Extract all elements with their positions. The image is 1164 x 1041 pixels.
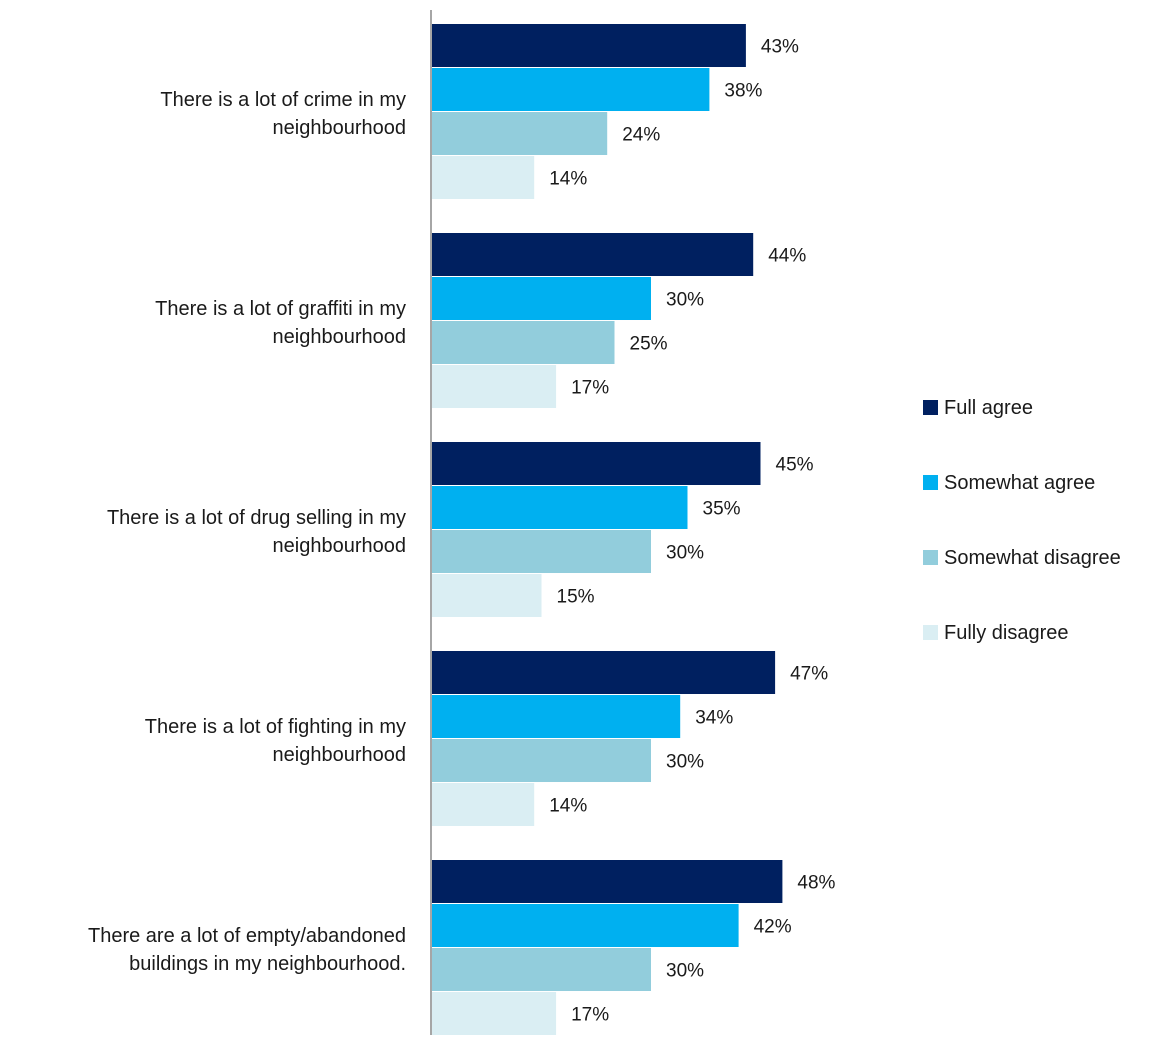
data-label: 44%: [768, 246, 806, 267]
bar-somewhat-disagree: [432, 112, 608, 155]
bar-fully-disagree: [432, 156, 535, 199]
category-label: There are a lot of empty/abandoned buildi…: [88, 925, 406, 975]
data-label: 30%: [666, 543, 704, 564]
data-label: 48%: [797, 873, 835, 894]
data-label: 17%: [571, 378, 609, 399]
bar-somewhat-agree: [432, 486, 688, 529]
legend-swatch: [923, 475, 938, 490]
bar-full-agree: [432, 442, 761, 485]
legend-item: Somewhat agree: [923, 472, 1095, 494]
data-label: 47%: [790, 664, 828, 685]
bar-somewhat-agree: [432, 277, 651, 320]
data-label: 42%: [754, 917, 792, 938]
data-label: 35%: [703, 499, 741, 520]
legend-label: Fully disagree: [944, 622, 1069, 644]
data-label: 15%: [557, 587, 595, 608]
legend-swatch: [923, 400, 938, 415]
data-label: 17%: [571, 1005, 609, 1026]
legend-item: Fully disagree: [923, 622, 1069, 644]
legend-label: Full agree: [944, 397, 1033, 419]
category-label: There is a lot of crime in my neighbourho…: [160, 89, 406, 139]
category-label: There is a lot of drug selling in my neig…: [107, 507, 406, 557]
legend-swatch: [923, 625, 938, 640]
legend-swatch: [923, 550, 938, 565]
category-label: There is a lot of fighting in my neighbou…: [145, 716, 406, 766]
legend-item: Somewhat disagree: [923, 547, 1121, 569]
category-labels-layer: There is a lot of crime in my neighbourho…: [88, 89, 406, 975]
data-label: 34%: [695, 708, 733, 729]
value-labels-layer: 43% 38% 24% 14% 44% 30% 25% 17% 45% 35% 30% 15% 47% 3…: [549, 37, 835, 1026]
bars-layer: [432, 24, 783, 1035]
bar-somewhat-disagree: [432, 530, 651, 573]
bar-somewhat-disagree: [432, 321, 615, 364]
bar-somewhat-agree: [432, 68, 710, 111]
data-label: 38%: [724, 81, 762, 102]
bar-fully-disagree: [432, 992, 557, 1035]
data-label: 30%: [666, 290, 704, 311]
legend-item: Full agree: [923, 397, 1033, 419]
data-label: 24%: [622, 125, 660, 146]
bar-fully-disagree: [432, 574, 542, 617]
bar-full-agree: [432, 860, 783, 903]
data-label: 30%: [666, 961, 704, 982]
bar-full-agree: [432, 24, 746, 67]
bar-somewhat-agree: [432, 695, 681, 738]
legend-label: Somewhat agree: [944, 472, 1095, 494]
data-label: 30%: [666, 752, 704, 773]
data-label: 45%: [776, 455, 814, 476]
data-label: 14%: [549, 796, 587, 817]
bar-fully-disagree: [432, 365, 557, 408]
bar-somewhat-disagree: [432, 739, 651, 782]
category-label: There is a lot of graffiti in my neighbou…: [155, 298, 406, 348]
data-label: 14%: [549, 169, 587, 190]
data-label: 25%: [630, 334, 668, 355]
bar-full-agree: [432, 651, 776, 694]
legend-label: Somewhat disagree: [944, 547, 1121, 569]
legend: Full agree Somewhat agree Somewhat disagre…: [923, 397, 1121, 644]
bar-fully-disagree: [432, 783, 535, 826]
bar-somewhat-agree: [432, 904, 739, 947]
bar-somewhat-disagree: [432, 948, 651, 991]
data-label: 43%: [761, 37, 799, 58]
bar-full-agree: [432, 233, 754, 276]
